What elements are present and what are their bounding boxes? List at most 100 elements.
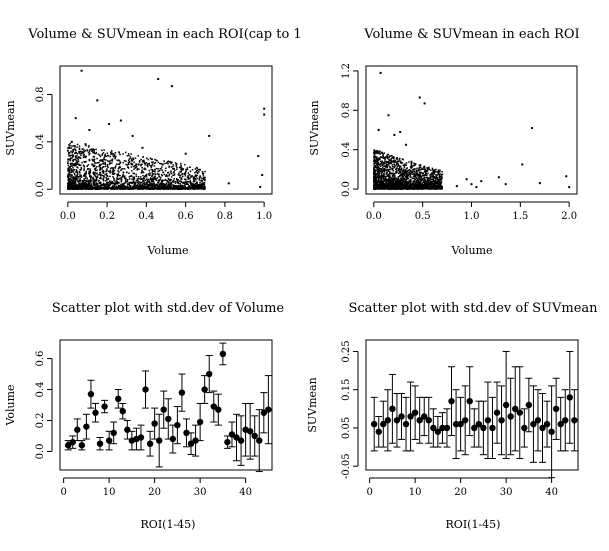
panel-2-point — [410, 167, 412, 169]
panel-1-point — [81, 183, 84, 185]
panel-1-point — [130, 157, 132, 160]
panel-2-point — [407, 170, 410, 172]
panel-1-point — [102, 169, 104, 172]
panel-1-point — [159, 162, 161, 165]
panel-2-point — [386, 183, 388, 186]
panel-1-point — [76, 170, 78, 172]
panel-1-point — [79, 157, 82, 159]
panel-1-point — [126, 171, 128, 173]
panel-1-point — [96, 187, 99, 190]
panel-1-point — [95, 152, 97, 155]
panel-1-point — [165, 175, 167, 177]
panel-1-point — [68, 171, 71, 174]
panel-2-point — [385, 182, 388, 184]
panel-1-point — [93, 180, 95, 182]
panel-2-point — [375, 179, 377, 181]
panel-1-point — [67, 180, 70, 183]
panel-1-point — [150, 186, 153, 188]
panel-1-point — [144, 187, 147, 189]
panel-1-point — [70, 154, 72, 157]
panel-1-point — [117, 163, 120, 166]
panel-1-point — [112, 167, 114, 169]
panel-1-point — [67, 149, 69, 152]
panel-1-point — [70, 157, 72, 160]
panel-1-point — [71, 184, 73, 186]
panel-1-point — [109, 183, 111, 186]
panel-1-point — [99, 155, 102, 158]
panel-1-point — [109, 180, 111, 182]
panel-1-point — [152, 180, 154, 182]
panel-1-point — [159, 167, 162, 170]
panel-2-point — [415, 172, 418, 174]
panel-2-point — [414, 185, 417, 187]
panel-1-point — [192, 183, 195, 185]
panel-1-outlier-point — [184, 152, 187, 155]
panel-2-point — [432, 184, 435, 186]
panel-1-point — [76, 155, 78, 157]
panel-2-point — [409, 178, 412, 181]
panel-2-point — [386, 180, 388, 182]
panel-1-point — [102, 183, 104, 186]
panel-2-point — [410, 171, 413, 173]
panel-1-point — [173, 179, 175, 182]
panel-2-point — [438, 175, 441, 177]
panel-1-point — [148, 174, 150, 176]
panel-1-point — [182, 168, 184, 171]
panel-1-point — [154, 171, 156, 173]
panel-1-point — [182, 182, 184, 184]
panel-1-point — [126, 164, 129, 166]
panel-1-point — [86, 184, 89, 187]
panel-1-point — [156, 183, 159, 186]
panel-1-point — [105, 174, 108, 177]
panel-1-point — [153, 165, 156, 167]
panel-1-point — [68, 146, 70, 149]
panel-2-point — [378, 186, 380, 189]
panel-1-point — [123, 182, 125, 185]
panel-2-point — [419, 184, 422, 186]
panel-1-point — [83, 174, 85, 176]
panel-1-point — [150, 178, 153, 180]
panel-2-point — [384, 177, 387, 180]
panel-1-point — [201, 183, 203, 186]
panel-2-point — [384, 168, 387, 171]
panel-2-point — [415, 173, 417, 176]
panel-1-point — [82, 156, 85, 159]
panel-1-point — [104, 183, 107, 186]
panel-1-point — [99, 159, 101, 162]
panel-1-point — [72, 149, 74, 151]
panel-2-title: Volume & SUVmean in each ROI — [363, 27, 579, 42]
panel-1-point — [134, 164, 137, 167]
panel-1-point — [135, 173, 137, 176]
panel-1-point — [94, 168, 96, 171]
panel-1-point — [83, 150, 86, 153]
panel-1-marks — [67, 69, 266, 190]
panel-1-point — [180, 164, 182, 167]
panel-1-point — [107, 187, 109, 189]
panel-2-point — [421, 177, 423, 180]
panel-2-point — [432, 174, 434, 176]
panel-2-point — [375, 157, 378, 160]
panel-1-point — [136, 169, 138, 171]
panel-1-point — [120, 179, 123, 182]
panel-1-point — [80, 154, 82, 157]
panel-1-point — [168, 186, 171, 188]
panel-2-point — [418, 182, 420, 185]
panel-1-point — [137, 187, 139, 190]
panel-1-point — [111, 173, 114, 175]
panel-1-point — [122, 187, 124, 190]
panel-1-point — [127, 153, 130, 155]
panel-2-point — [406, 185, 409, 188]
panel-1-point — [98, 182, 100, 185]
panel-2-point — [408, 186, 410, 188]
panel-1-point — [76, 161, 79, 163]
panel-1-point — [74, 178, 77, 180]
panel-1-point — [194, 168, 197, 170]
panel-1-point — [94, 162, 96, 164]
panel-1-outlier-point — [108, 123, 111, 126]
panel-1-point — [129, 187, 131, 189]
panel-2-point — [392, 170, 395, 172]
panel-1-point — [67, 162, 69, 164]
panel-2-point — [403, 171, 405, 173]
panel-1-point — [126, 166, 129, 168]
panel-1-point — [85, 183, 87, 186]
